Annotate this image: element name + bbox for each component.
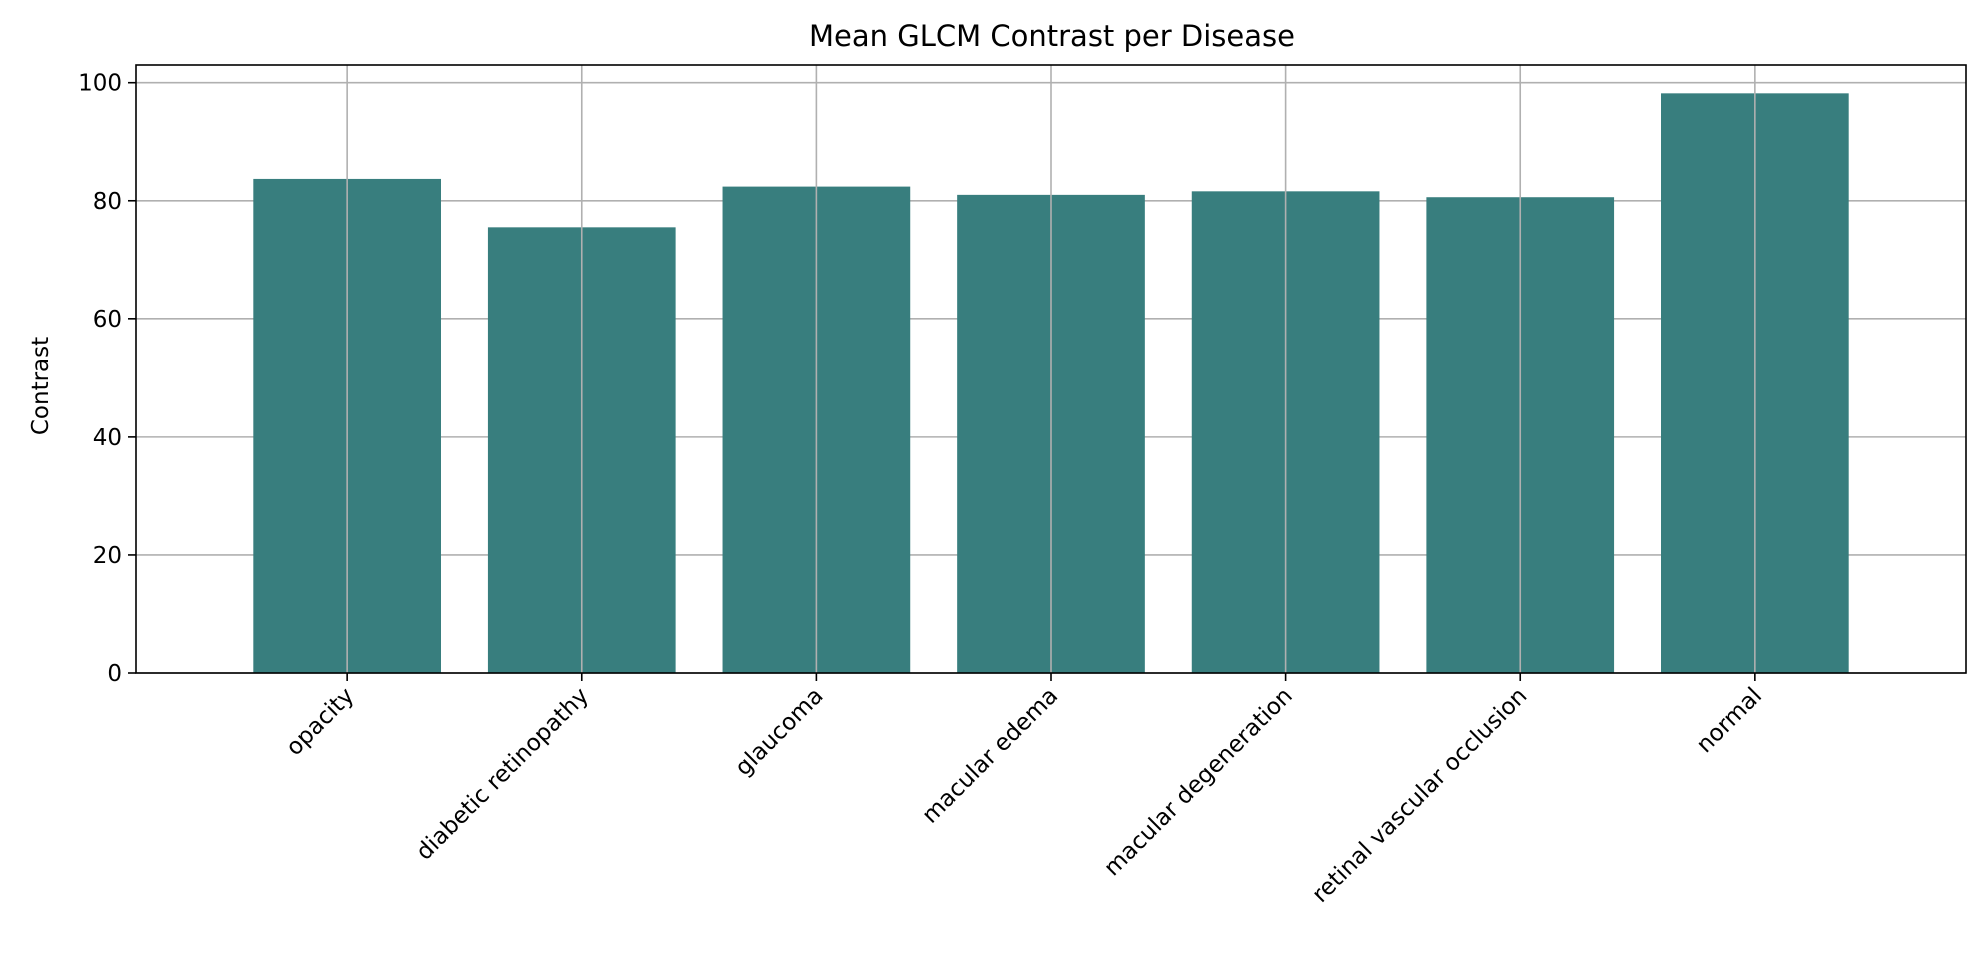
y-tick-label: 80 [93, 189, 122, 215]
y-tick-label: 60 [93, 307, 122, 333]
x-tick-label: macular edema [917, 683, 1063, 829]
x-grid-lines [346, 65, 1756, 673]
chart-title: Mean GLCM Contrast per Disease [809, 19, 1295, 53]
y-tick-label: 0 [107, 661, 122, 687]
y-tick-label: 100 [78, 71, 122, 97]
x-tick-label: retinal vascular occlusion [1307, 683, 1532, 908]
y-axis-ticks: 0 20 40 60 80 100 [78, 71, 136, 687]
x-axis-ticks: opacity diabetic retinopathy glaucoma macul… [281, 673, 1767, 908]
x-tick-label: diabetic retinopathy [411, 683, 594, 866]
y-tick-label: 40 [93, 425, 122, 451]
x-tick-label: macular degeneration [1099, 683, 1298, 882]
x-tick-label: opacity [281, 683, 359, 761]
x-tick-label: glaucoma [730, 683, 828, 781]
x-tick-label: normal [1692, 683, 1767, 758]
y-axis-label: Contrast [28, 337, 54, 435]
y-tick-label: 20 [93, 543, 122, 569]
